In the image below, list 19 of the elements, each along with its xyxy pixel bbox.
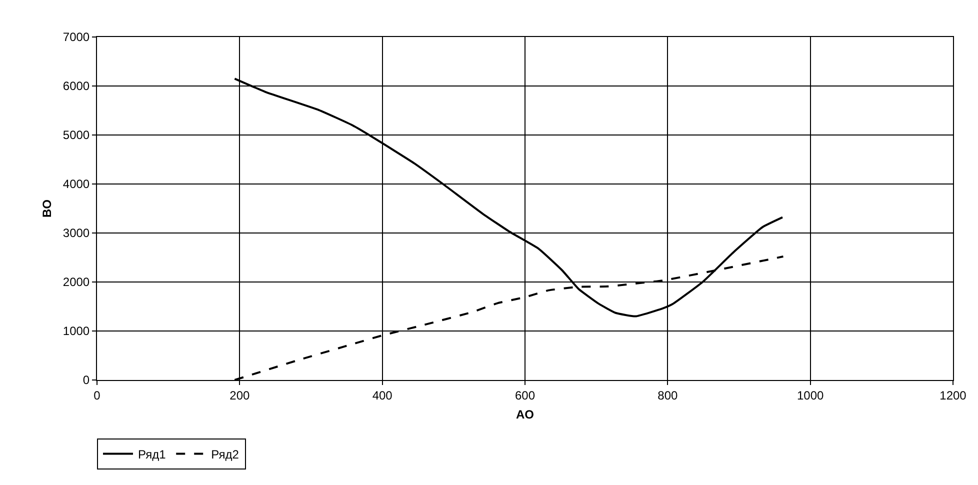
y-tick-label: 1000 [62, 324, 90, 338]
y-tick-label: 6000 [62, 79, 90, 94]
y-tick-label: 7000 [62, 30, 90, 44]
x-tick-label: 800 [658, 388, 678, 402]
x-tick-label: 600 [514, 388, 536, 402]
legend-label: Ряд1 [138, 447, 166, 462]
y-axis-title: BO [40, 200, 54, 218]
x-tick-label: 1200 [940, 388, 967, 402]
y-tick-label: 2000 [62, 275, 90, 290]
y-tick-label: 0 [82, 373, 90, 388]
y-tick-label: 5000 [62, 128, 90, 142]
y-tick-label: 4000 [62, 177, 90, 192]
x-axis-title: AO [516, 407, 534, 422]
legend-label: Ряд2 [211, 447, 240, 462]
x-tick-label: 200 [230, 388, 250, 402]
x-tick-label: 1000 [796, 388, 824, 402]
x-tick-label: 0 [94, 388, 101, 402]
y-tick-label: 3000 [62, 226, 90, 240]
x-tick-label: 400 [372, 388, 393, 402]
